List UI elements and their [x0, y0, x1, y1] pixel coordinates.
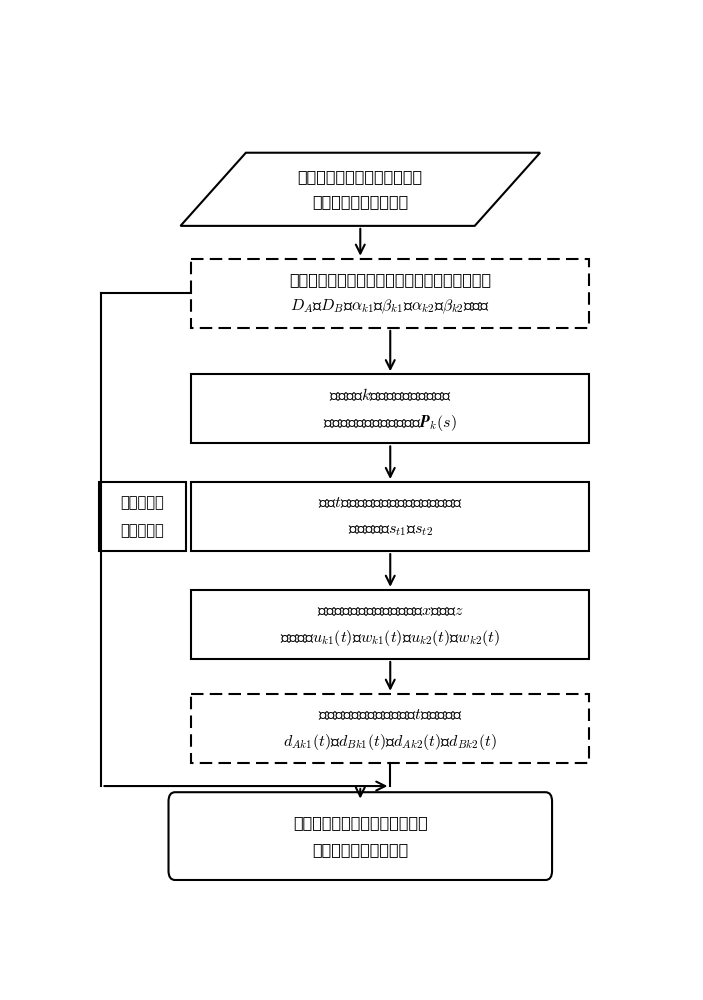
Text: 进行三维曲面拉伸成形: 进行三维曲面拉伸成形 [312, 842, 408, 857]
Text: 控制各加载单元的夹料钳运动，: 控制各加载单元的夹料钳运动， [293, 815, 427, 830]
Bar [191, 590, 589, 659]
Text: 方向位移$u_{k1}(t)$、$w_{k1}(t)$、$u_{k2}(t)$与$w_{k2}(t)$: 方向位移$u_{k1}(t)$、$w_{k1}(t)$、$u_{k2}(t)$与… [280, 628, 501, 648]
Text: 计算板料左、右端部加载点的$x$方向及$z$: 计算板料左、右端部加载点的$x$方向及$z$ [317, 603, 464, 618]
Text: 将板料横向弯曲成与模具型面接触的柱面，确定: 将板料横向弯曲成与模具型面接触的柱面，确定 [289, 272, 491, 287]
Bar [98, 482, 186, 551]
Bar [191, 694, 589, 763]
Text: $d_{Ak1}(t)$、$d_{Bk1}(t)$、$d_{Ak2}(t)$与$d_{Bk2}(t)$: $d_{Ak1}(t)$、$d_{Bk1}(t)$、$d_{Ak2}(t)$与$… [283, 732, 497, 752]
Bar [191, 482, 589, 551]
Text: 获取离散加载点、模具型面及: 获取离散加载点、模具型面及 [298, 169, 423, 184]
Bar [191, 374, 589, 443]
Bar [191, 259, 589, 328]
Text: 加载点循环: 加载点循环 [120, 523, 165, 538]
Text: 成形件目标曲面的数据: 成形件目标曲面的数据 [312, 194, 408, 209]
Text: 提取出第$k$对加载控制单元对应的: 提取出第$k$对加载控制单元对应的 [329, 387, 452, 403]
Text: $D_A$、$D_B$、$\alpha_{k1}$、$\beta_{k1}$、$\alpha_{k2}$、$\beta_{k2}$等参数: $D_A$、$D_B$、$\alpha_{k1}$、$\beta_{k1}$、$… [290, 298, 490, 316]
Text: 模具型面的纵向截面轮廓线$\boldsymbol{P}_k(s)$: 模具型面的纵向截面轮廓线$\boldsymbol{P}_k(s)$ [323, 413, 457, 433]
Text: 计算$t$时刻左、右两侧板料与模具的接触: 计算$t$时刻左、右两侧板料与模具的接触 [318, 495, 463, 510]
Text: 计算加载控制单元的油缸在$t$时刻的行程: 计算加载控制单元的油缸在$t$时刻的行程 [318, 707, 463, 722]
Text: 点参数坐标$s_{t1}$和$s_{t2}$: 点参数坐标$s_{t1}$和$s_{t2}$ [348, 523, 433, 538]
Text: 对所有离散: 对所有离散 [120, 495, 165, 510]
